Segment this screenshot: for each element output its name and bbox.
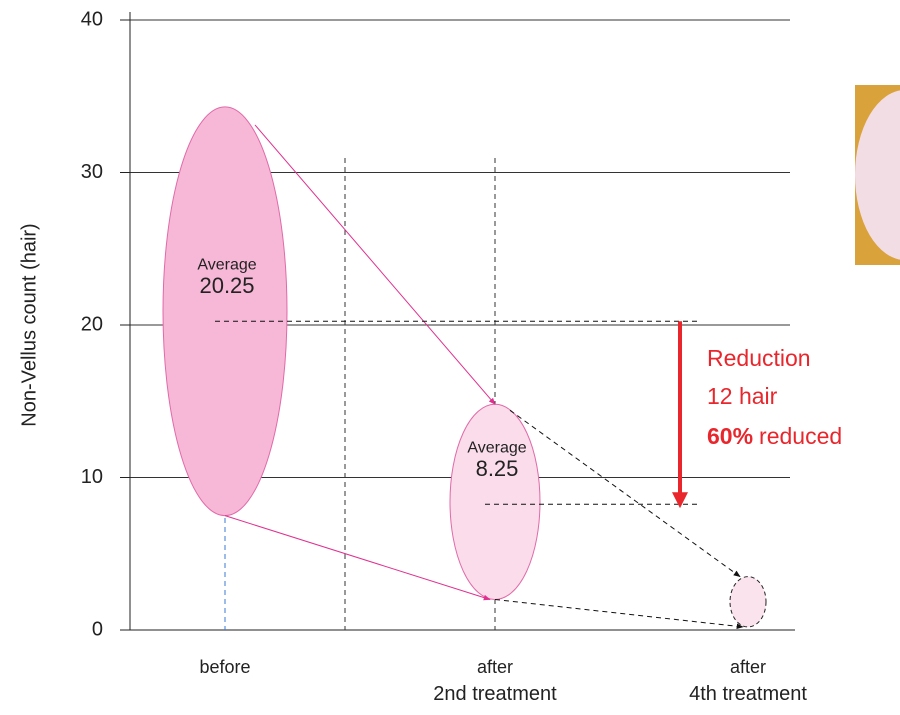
x-tick-label-line: 4th treatment: [689, 683, 807, 705]
connector: [224, 515, 491, 601]
x-tick-label-line: after: [730, 657, 766, 677]
y-tick-label: 40: [81, 8, 103, 30]
x-tick-label-line: before: [199, 657, 250, 677]
y-tick-label: 0: [92, 618, 103, 640]
connector: [494, 599, 744, 630]
annotation-bold: 60%: [707, 423, 753, 449]
y-axis-label: Non-Vellus count (hair): [18, 223, 40, 426]
y-tick-label: 20: [81, 313, 103, 335]
average-value: 8.25: [476, 456, 519, 481]
x-tick-label-line: 2nd treatment: [433, 683, 557, 705]
y-tick-label: 10: [81, 466, 103, 488]
x-tick-label: after 2nd treatment: [433, 657, 557, 706]
range-ellipse: [449, 403, 541, 600]
photo: [855, 85, 900, 265]
range-ellipse: [162, 106, 288, 517]
average-label: Average: [467, 439, 526, 456]
range-ellipse: [729, 576, 767, 628]
y-tick-label: 30: [81, 161, 103, 183]
connector: [509, 409, 741, 578]
annotation: Reduction: [707, 345, 811, 371]
average-value: 20.25: [199, 273, 254, 298]
annotation: 60% reduced: [707, 423, 842, 449]
annotation-rest: reduced: [759, 423, 842, 449]
average-label: Average: [197, 256, 256, 273]
x-tick-label: before: [199, 657, 250, 677]
x-tick-label-line: after: [477, 657, 513, 677]
connector: [254, 124, 496, 405]
annotation: 12 hair: [707, 383, 778, 409]
x-tick-label: after 4th treatment: [689, 657, 807, 706]
